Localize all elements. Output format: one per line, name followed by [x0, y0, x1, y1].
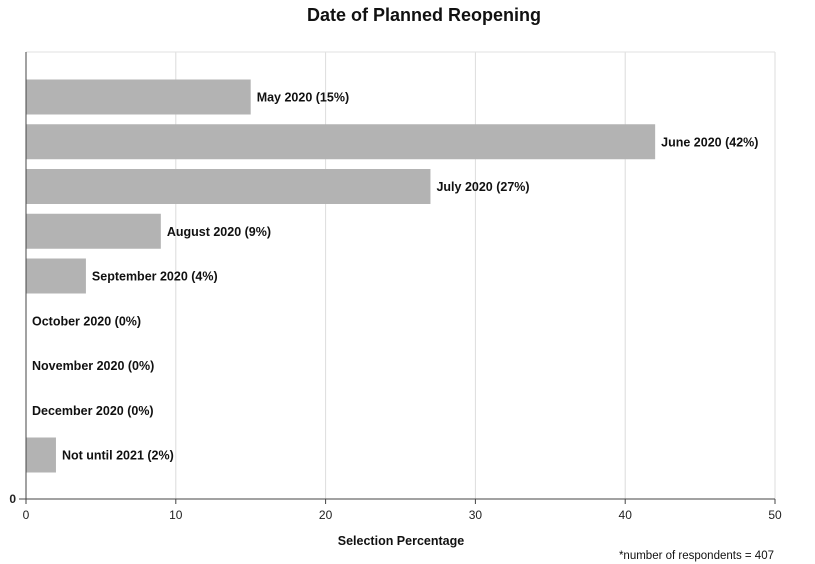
x-tick-label-0: 0 [23, 508, 30, 522]
chart-title: Date of Planned Reopening [307, 5, 541, 25]
bar-label-october-2020: October 2020 (0%) [32, 314, 141, 328]
bar-labels: May 2020 (15%) June 2020 (42%) July 2020 (… [32, 91, 758, 463]
bar-label-september-2020: September 2020 (4%) [92, 270, 218, 284]
x-tick-label-10: 10 [169, 508, 183, 522]
bar-label-august-2020: August 2020 (9%) [167, 225, 271, 239]
x-tick-label-40: 40 [619, 508, 633, 522]
axes: 0 10 20 30 40 50 0 [9, 52, 782, 522]
bar-may-2020 [26, 79, 251, 115]
bar-june-2020 [26, 124, 656, 160]
bar-label-july-2020: July 2020 (27%) [436, 180, 529, 194]
bar-july-2020 [26, 169, 431, 204]
bar-september-2020 [26, 258, 86, 294]
bar-label-june-2020: June 2020 (42%) [661, 135, 758, 149]
bars [26, 79, 656, 473]
bar-label-november-2020: November 2020 (0%) [32, 359, 154, 373]
x-tick-label-30: 30 [469, 508, 483, 522]
x-tick-label-20: 20 [319, 508, 333, 522]
y-tick-label-0: 0 [9, 492, 16, 506]
bar-label-not-until-2021: Not until 2021 (2%) [62, 449, 174, 463]
bar-label-december-2020: December 2020 (0%) [32, 404, 154, 418]
x-tick-label-50: 50 [768, 508, 782, 522]
bar-not-until-2021 [26, 437, 56, 473]
bar-august-2020 [26, 213, 161, 249]
x-axis-title: Selection Percentage [338, 534, 464, 548]
respondents-footnote: *number of respondents = 407 [619, 550, 774, 562]
bar-label-may-2020: May 2020 (15%) [257, 91, 349, 105]
